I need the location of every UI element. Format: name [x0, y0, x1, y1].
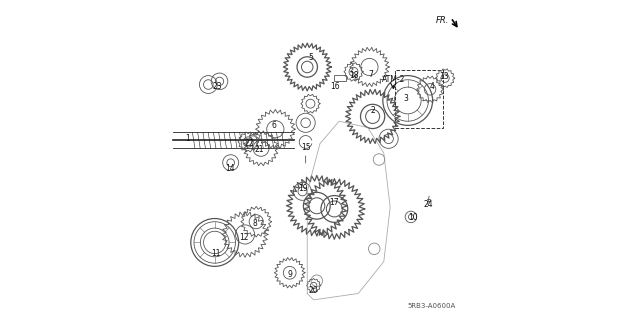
Text: 6: 6 — [271, 121, 276, 130]
Text: 7: 7 — [369, 70, 374, 78]
Text: 14: 14 — [225, 164, 235, 173]
Text: 24: 24 — [423, 200, 433, 209]
Text: 13: 13 — [439, 72, 449, 81]
Text: 22: 22 — [244, 139, 254, 148]
Text: ATM-2: ATM-2 — [381, 75, 405, 84]
Text: 20: 20 — [308, 286, 318, 295]
Text: 5RB3-A0600A: 5RB3-A0600A — [408, 303, 456, 309]
Text: 12: 12 — [239, 233, 249, 242]
Text: 15: 15 — [301, 143, 311, 152]
Text: 9: 9 — [287, 271, 292, 279]
Text: 2: 2 — [371, 106, 375, 115]
Text: 4: 4 — [429, 82, 434, 91]
Text: 10: 10 — [409, 213, 419, 222]
Text: 3: 3 — [404, 94, 408, 103]
Text: 18: 18 — [349, 71, 358, 80]
Text: 23: 23 — [212, 82, 222, 91]
Text: 21: 21 — [254, 145, 264, 154]
Text: 11: 11 — [212, 249, 221, 258]
Bar — [395, 70, 443, 128]
Text: 17: 17 — [329, 198, 339, 207]
Text: FR.: FR. — [436, 16, 449, 25]
Bar — [334, 75, 346, 81]
Text: 8: 8 — [252, 219, 257, 228]
Text: 16: 16 — [330, 82, 340, 91]
Text: 1: 1 — [185, 134, 190, 143]
Text: 19: 19 — [298, 184, 308, 193]
Text: 5: 5 — [308, 53, 313, 62]
